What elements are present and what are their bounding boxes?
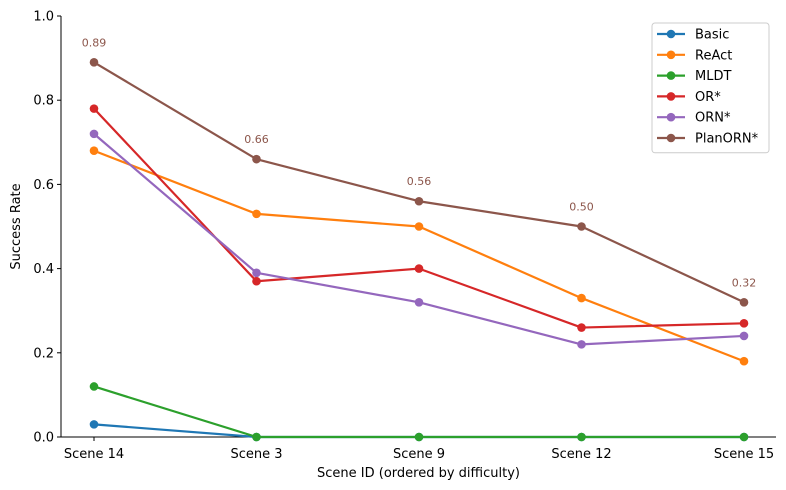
series-planorn xyxy=(89,58,749,307)
data-point-mldt xyxy=(89,382,99,391)
data-point-planorn xyxy=(252,154,261,164)
data-point-react xyxy=(252,209,261,219)
series-mldt xyxy=(89,382,749,442)
data-point-react xyxy=(577,293,586,303)
legend-label: Basic xyxy=(695,28,729,43)
data-point-planorn xyxy=(414,196,424,206)
x-tick-label: Scene 9 xyxy=(393,447,445,462)
legend-marker xyxy=(666,92,676,101)
data-point-planorn xyxy=(577,222,586,231)
data-label: 0.50 xyxy=(569,201,594,214)
y-tick-label: 0.4 xyxy=(33,262,54,277)
legend-label: OR* xyxy=(695,90,721,105)
data-label: 0.32 xyxy=(732,276,757,289)
legend-marker xyxy=(666,71,676,80)
legend-label: PlanORN* xyxy=(695,132,759,147)
data-point-mldt xyxy=(414,432,424,442)
x-tick-label: Scene 12 xyxy=(551,447,611,462)
x-tick-label: Scene 3 xyxy=(230,447,282,462)
legend-label: ORN* xyxy=(695,111,731,126)
annotations: 0.89 0.66 0.56 0.50 0.32 xyxy=(82,36,757,289)
legend-label: MLDT xyxy=(695,69,731,84)
data-label: 0.89 xyxy=(82,36,107,49)
legend-item-basic[interactable]: Basic xyxy=(657,28,729,43)
data-point-planorn xyxy=(739,297,749,307)
legend[interactable]: Basic ReAct MLDT OR* ORN* PlanORN* xyxy=(651,22,770,154)
data-point-orn xyxy=(89,129,99,139)
y-tick-label: 0.2 xyxy=(33,346,54,361)
legend-marker xyxy=(666,29,676,39)
data-point-or xyxy=(739,319,749,328)
data-point-orn xyxy=(414,297,424,307)
legend-item-orn[interactable]: ORN* xyxy=(657,111,731,126)
data-point-or xyxy=(252,276,261,286)
data-point-react xyxy=(739,356,749,366)
data-point-basic xyxy=(89,420,99,429)
data-point-mldt xyxy=(252,432,261,442)
legend-marker xyxy=(666,50,676,60)
y-tick-label: 0.0 xyxy=(33,431,54,446)
data-point-react xyxy=(414,222,424,231)
legend-marker xyxy=(666,133,676,143)
data-point-mldt xyxy=(577,432,586,442)
data-point-or xyxy=(414,264,424,273)
series-line-orn xyxy=(93,133,745,346)
legend-item-planorn[interactable]: PlanORN* xyxy=(657,132,759,147)
data-point-orn xyxy=(739,331,749,341)
data-label: 0.56 xyxy=(407,175,432,188)
x-tick-label: Scene 14 xyxy=(64,447,124,462)
y-tick-label: 0.8 xyxy=(33,94,54,109)
series-line-mldt xyxy=(93,385,744,439)
axes: 0.0 0.2 0.4 0.6 0.8 1.0 Scene 14 Scene 3 Scene 9… xyxy=(33,10,776,462)
y-tick-label: 0.6 xyxy=(33,178,54,193)
legend-item-react[interactable]: ReAct xyxy=(657,48,732,63)
series-orn xyxy=(89,129,749,349)
data-point-orn xyxy=(252,268,261,278)
data-point-react xyxy=(89,146,99,156)
series-react xyxy=(89,146,749,366)
data-point-planorn xyxy=(89,58,99,67)
y-axis-title: Success Rate xyxy=(9,183,24,269)
data-point-orn xyxy=(577,340,586,349)
y-tick-label: 1.0 xyxy=(33,10,54,25)
data-point-or xyxy=(577,323,586,332)
data-point-mldt xyxy=(739,432,749,442)
data-point-or xyxy=(89,104,99,113)
series-or xyxy=(89,104,749,332)
legend-item-or[interactable]: OR* xyxy=(657,90,721,105)
x-axis-title: Scene ID (ordered by difficulty) xyxy=(317,466,520,481)
legend-item-mldt[interactable]: MLDT xyxy=(657,69,731,84)
legend-label: ReAct xyxy=(695,48,732,63)
series-layer xyxy=(89,58,749,442)
x-tick-label: Scene 15 xyxy=(714,447,774,462)
data-label: 0.66 xyxy=(244,133,269,146)
legend-marker xyxy=(666,112,676,122)
